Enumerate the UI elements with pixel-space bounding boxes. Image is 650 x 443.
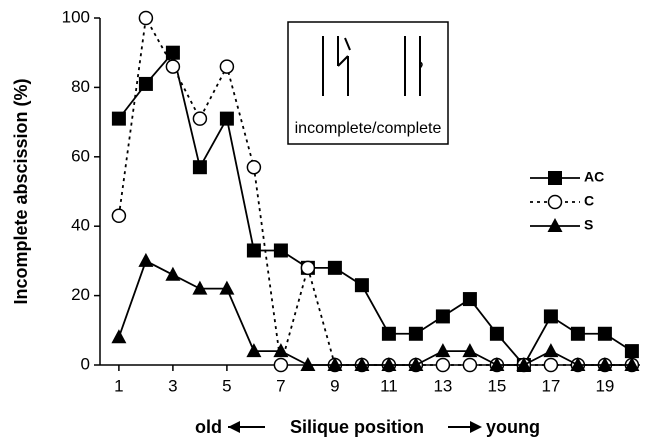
legend-label: S (584, 217, 593, 233)
legend-marker (548, 171, 562, 185)
x-tick-label: 13 (433, 376, 452, 395)
legend-label: AC (584, 169, 604, 185)
marker (166, 46, 180, 60)
marker (274, 359, 287, 372)
x-tick-label: 7 (276, 376, 285, 395)
y-tick-label: 40 (71, 216, 90, 235)
marker (274, 243, 288, 257)
marker (544, 309, 558, 323)
x-tick-label: 11 (380, 376, 398, 395)
marker (220, 60, 233, 73)
inset: incomplete/complete (288, 22, 448, 144)
x-axis-title-left: old (195, 417, 222, 437)
marker (409, 327, 423, 341)
legend-marker (549, 196, 562, 209)
marker (598, 327, 612, 341)
marker (220, 112, 234, 126)
marker (463, 359, 476, 372)
marker (139, 77, 153, 91)
marker (436, 359, 449, 372)
series (111, 253, 639, 371)
marker (490, 327, 504, 341)
y-tick-label: 20 (71, 285, 90, 304)
x-tick-label: 1 (114, 376, 123, 395)
legend-marker (548, 218, 563, 232)
x-tick-label: 9 (330, 376, 339, 395)
marker (625, 344, 639, 358)
marker (166, 60, 179, 73)
marker (273, 343, 288, 357)
x-arrow-head (470, 421, 482, 433)
y-tick-label: 0 (81, 354, 90, 373)
marker (301, 261, 314, 274)
marker (300, 357, 315, 371)
marker (219, 281, 234, 295)
marker (382, 327, 396, 341)
marker (543, 343, 558, 357)
x-axis-title-right: young (486, 417, 540, 437)
marker (193, 160, 207, 174)
x-tick-label: 17 (541, 376, 560, 395)
marker (462, 343, 477, 357)
marker (138, 253, 153, 267)
marker (193, 112, 206, 125)
x-axis-title: Silique position (290, 417, 424, 437)
marker (165, 267, 180, 281)
marker (247, 243, 261, 257)
x-tick-label: 5 (222, 376, 231, 395)
chart: incomplete/complete 02040608010013579111… (0, 0, 650, 443)
marker (247, 161, 260, 174)
y-tick-label: 80 (71, 77, 90, 96)
marker (463, 292, 477, 306)
y-tick-label: 60 (71, 146, 90, 165)
marker (328, 261, 342, 275)
marker (112, 209, 125, 222)
marker (355, 278, 369, 292)
marker (436, 309, 450, 323)
marker (544, 359, 557, 372)
x-tick-label: 19 (595, 376, 614, 395)
marker (192, 281, 207, 295)
x-tick-label: 3 (168, 376, 177, 395)
legend-label: C (584, 193, 594, 209)
marker (112, 112, 126, 126)
marker (111, 329, 126, 343)
marker (246, 343, 261, 357)
y-tick-label: 100 (62, 7, 90, 26)
inset-label: incomplete/complete (295, 120, 442, 137)
x-tick-label: 15 (487, 376, 506, 395)
y-axis-title: Incomplete abscission (%) (11, 78, 31, 304)
marker (435, 343, 450, 357)
marker (571, 327, 585, 341)
marker (139, 12, 152, 25)
